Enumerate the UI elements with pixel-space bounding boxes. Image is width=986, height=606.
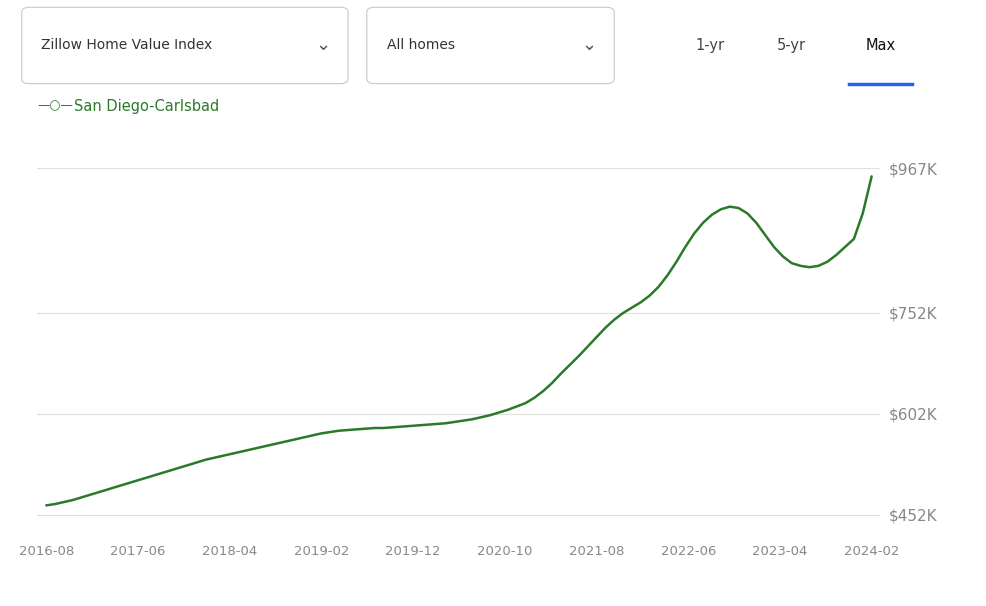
Text: San Diego-Carlsbad: San Diego-Carlsbad [74,99,219,113]
Text: 5-yr: 5-yr [777,38,807,53]
Text: 1-yr: 1-yr [695,38,725,53]
Text: Zillow Home Value Index: Zillow Home Value Index [41,38,213,53]
Text: ⌄: ⌄ [315,36,330,55]
Text: All homes: All homes [387,38,455,53]
Text: —○—: —○— [37,99,73,113]
Text: Max: Max [866,38,895,53]
Text: ⌄: ⌄ [581,36,597,55]
